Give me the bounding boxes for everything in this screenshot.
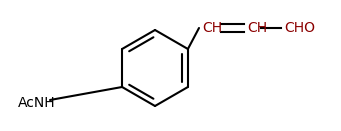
Text: CH: CH (247, 21, 267, 35)
Text: AcNH: AcNH (18, 96, 56, 110)
Text: CH: CH (202, 21, 222, 35)
Text: CHO: CHO (284, 21, 315, 35)
